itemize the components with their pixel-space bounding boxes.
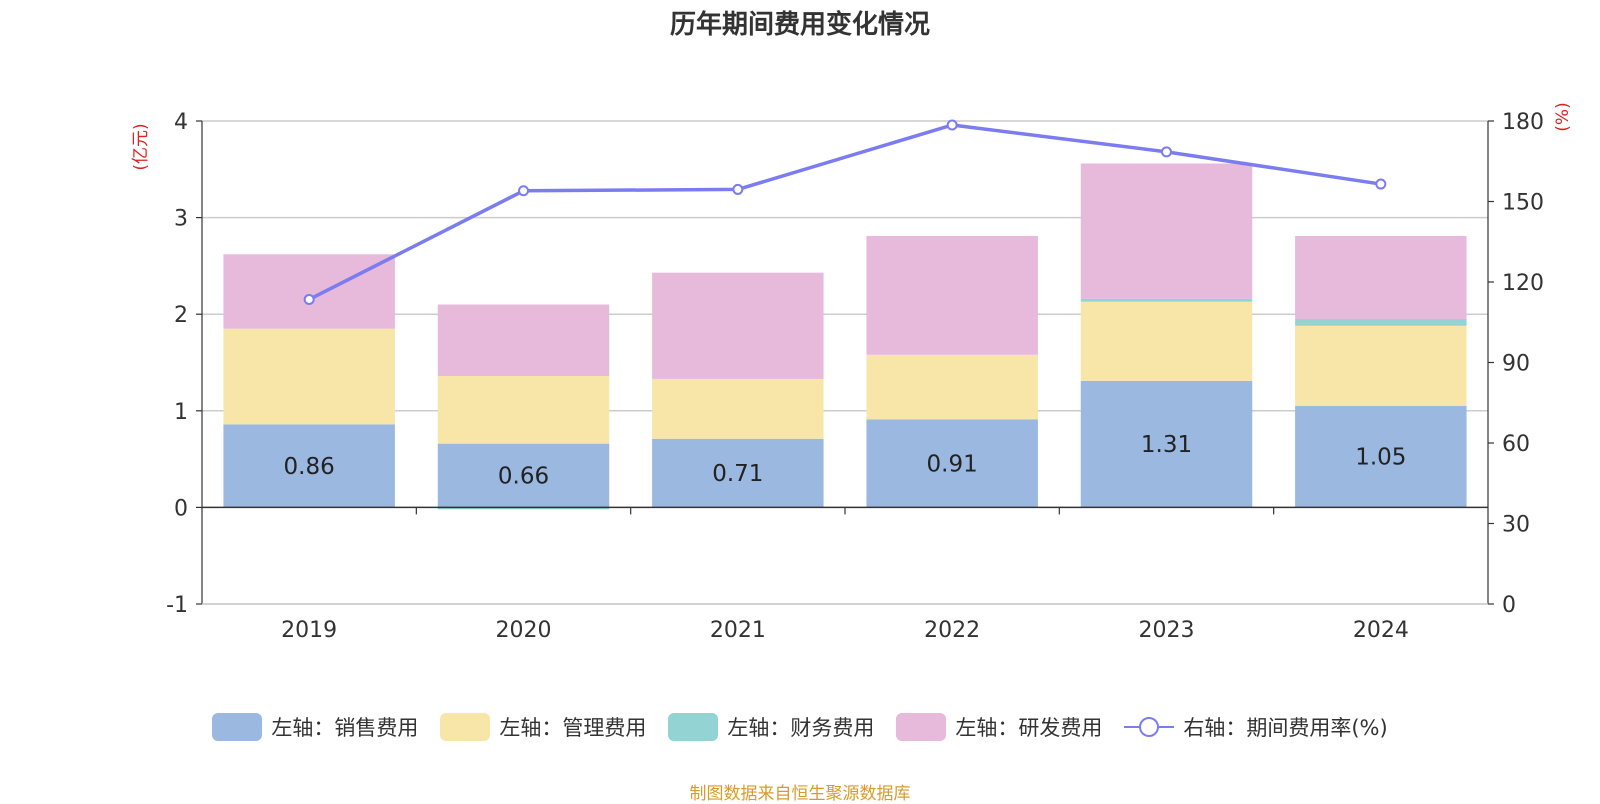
- bar-segment: [1295, 235, 1467, 320]
- bar-value-label: 0.91: [927, 451, 978, 477]
- expense-rate-line: [308, 123, 1382, 302]
- x-tick-label: 2022: [924, 618, 980, 643]
- bar-value-label: 0.71: [712, 461, 763, 487]
- legend-line-marker-icon: [1124, 717, 1175, 737]
- right-axis-unit-label: (%): [1553, 102, 1573, 131]
- bar-segment: [1080, 298, 1253, 302]
- legend-item-expense-rate[interactable]: 右轴：期间费用率(%): [1124, 712, 1388, 742]
- legend-swatch-sales: [212, 713, 263, 741]
- right-tick-label: 0: [1502, 593, 1516, 618]
- left-tick-label: 4: [174, 110, 188, 135]
- bar-segment: [866, 235, 1038, 355]
- expense-rate-point: [1375, 178, 1387, 190]
- x-tick-label: 2020: [496, 618, 552, 643]
- bar-segment: [866, 419, 1038, 508]
- bar-value-label: 0.66: [498, 464, 549, 490]
- bar-segment: [437, 443, 610, 508]
- x-tick-label: 2024: [1353, 618, 1409, 643]
- chart-title: 历年期间费用变化情况: [669, 10, 930, 40]
- left-tick-label: 2: [174, 303, 188, 328]
- bar-value-label: 0.86: [284, 454, 335, 480]
- expense-rate-point: [1161, 146, 1172, 158]
- bar-segment: [437, 376, 610, 444]
- bar-segment: [652, 378, 824, 439]
- right-tick-label: 180: [1502, 110, 1544, 135]
- bar-segment: [1295, 319, 1467, 326]
- right-tick-label: 90: [1502, 352, 1530, 377]
- bar-segment: [652, 438, 824, 508]
- x-tick-label: 2021: [710, 618, 766, 643]
- right-tick-label: 60: [1502, 432, 1530, 457]
- right-tick-label: 30: [1502, 513, 1530, 538]
- x-tick-label: 2023: [1139, 618, 1195, 643]
- legend-item-sales[interactable]: 左轴：销售费用: [212, 712, 418, 742]
- bar-segment: [223, 254, 395, 329]
- bar-segment: [437, 507, 610, 510]
- legend-label-expense-rate: 右轴：期间费用率(%): [1183, 716, 1388, 740]
- legend-swatch-rd: [896, 713, 947, 741]
- bar-segment: [1080, 380, 1253, 508]
- bar-segment: [652, 272, 824, 379]
- left-axis-unit-label: (亿元): [131, 123, 151, 170]
- bar-segment: [223, 328, 395, 425]
- legend-label-sales: 左轴：销售费用: [271, 716, 419, 740]
- right-tick-label: 120: [1502, 271, 1544, 296]
- left-tick-label: -1: [166, 593, 188, 618]
- expense-rate-point: [732, 183, 744, 195]
- legend-item-rd[interactable]: 左轴：研发费用: [896, 712, 1102, 742]
- chart-legend: 左轴：销售费用 左轴：管理费用 左轴：财务费用 左轴：研发费用 右轴：期间费用率…: [0, 712, 1600, 742]
- legend-label-finance: 左轴：财务费用: [727, 716, 875, 740]
- legend-item-finance[interactable]: 左轴：财务费用: [668, 712, 874, 742]
- legend-label-rd: 左轴：研发费用: [955, 716, 1103, 740]
- expense-rate-point: [518, 185, 529, 197]
- bar-value-label: 1.05: [1355, 445, 1406, 471]
- left-tick-label: 1: [174, 400, 188, 425]
- bar-segment: [1080, 163, 1253, 299]
- legend-swatch-finance: [668, 713, 719, 741]
- bar-segment: [437, 304, 610, 377]
- legend-item-admin[interactable]: 左轴：管理费用: [440, 712, 646, 742]
- bar-segment: [1080, 301, 1253, 381]
- expense-rate-point: [946, 119, 958, 131]
- bar-segment: [1295, 405, 1467, 508]
- bar-segment: [866, 354, 1038, 420]
- bar-segment: [223, 424, 395, 508]
- left-tick-label: 0: [174, 496, 188, 521]
- legend-label-admin: 左轴：管理费用: [499, 716, 647, 740]
- legend-swatch-admin: [440, 713, 491, 741]
- bar-segment: [1295, 325, 1467, 406]
- left-tick-label: 3: [174, 207, 188, 232]
- x-tick-label: 2019: [281, 618, 337, 643]
- chart-canvas: -1 0 1 2 3 4 0 30 60 90 120 150 180 (亿元) (%) 0.86 0.66 0.…: [131, 102, 1573, 643]
- right-tick-label: 150: [1502, 191, 1544, 216]
- expense-rate-point: [303, 293, 315, 305]
- data-source-note: 制图数据来自恒生聚源数据库: [689, 784, 911, 804]
- bar-value-label: 1.31: [1141, 432, 1192, 458]
